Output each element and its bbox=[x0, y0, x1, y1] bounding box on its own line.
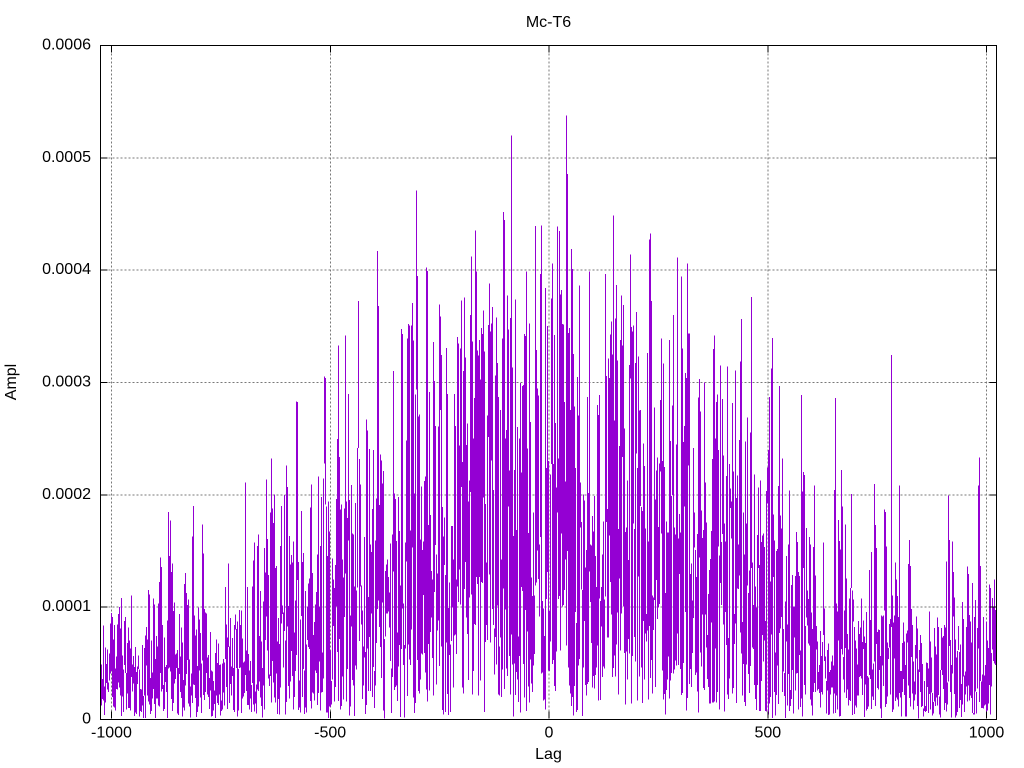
svg-text:0: 0 bbox=[545, 725, 554, 742]
svg-text:0.0004: 0.0004 bbox=[42, 261, 91, 278]
svg-text:0.0002: 0.0002 bbox=[42, 486, 91, 503]
svg-text:Lag: Lag bbox=[535, 746, 562, 763]
svg-text:Mc-T6: Mc-T6 bbox=[526, 14, 571, 31]
svg-text:0: 0 bbox=[82, 711, 91, 728]
svg-text:0.0005: 0.0005 bbox=[42, 149, 91, 166]
svg-text:0.0006: 0.0006 bbox=[42, 37, 91, 54]
svg-text:-500: -500 bbox=[314, 725, 346, 742]
svg-text:Ampl: Ampl bbox=[3, 364, 20, 400]
svg-text:-1000: -1000 bbox=[91, 725, 132, 742]
svg-text:0.0003: 0.0003 bbox=[42, 374, 91, 391]
svg-text:500: 500 bbox=[754, 725, 781, 742]
svg-text:0.0001: 0.0001 bbox=[42, 598, 91, 615]
svg-text:1000: 1000 bbox=[969, 725, 1005, 742]
